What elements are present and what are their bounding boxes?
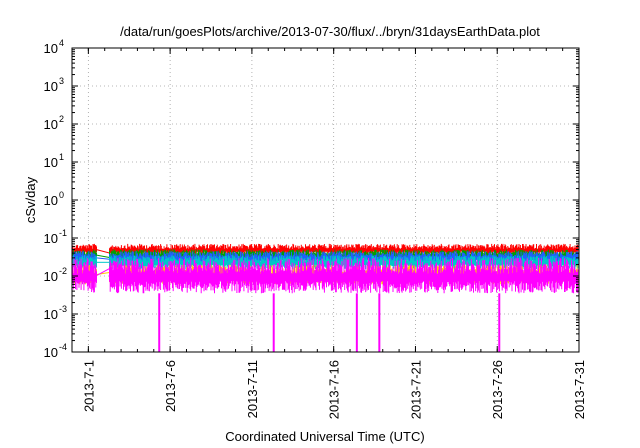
- y-tick-label: 10: [44, 231, 58, 246]
- x-tick-label: 2013-7-1: [81, 360, 96, 412]
- x-tick-label: 2013-7-16: [327, 360, 342, 419]
- y-tick-label-exponent: -2: [59, 266, 67, 276]
- x-tick-label: 2013-7-21: [408, 360, 423, 419]
- y-axis-label: cSv/day: [23, 176, 38, 223]
- series-band: [72, 257, 579, 294]
- series-band-trace: [72, 257, 579, 294]
- y-tick-label-exponent: 4: [59, 38, 64, 48]
- y-tick-label-exponent: 3: [59, 76, 64, 86]
- series-area: [72, 243, 579, 352]
- gap-connector: [96, 249, 110, 254]
- x-tick-label: 2013-7-26: [490, 360, 505, 419]
- x-tick-label: 2013-7-6: [163, 360, 178, 412]
- y-tick-label: 10: [44, 269, 58, 284]
- chart-title: /data/run/goesPlots/archive/2013-07-30/f…: [120, 24, 540, 39]
- y-tick-label: 10: [44, 307, 58, 322]
- gap-connector: [96, 257, 110, 260]
- y-tick-label: 10: [44, 345, 58, 360]
- y-tick-label-exponent: 2: [59, 114, 64, 124]
- x-axis-label: Coordinated Universal Time (UTC): [225, 429, 424, 444]
- y-tick-label: 10: [44, 41, 58, 56]
- gap-connector: [96, 268, 110, 277]
- y-tick-label: 10: [44, 193, 58, 208]
- x-axis: 2013-7-1 2013-7-6 2013-7-11 2013-7-16 2013-7…: [81, 48, 587, 419]
- grid-lines: [72, 48, 579, 352]
- y-tick-label: 10: [44, 117, 58, 132]
- x-tick-label: 2013-7-31: [572, 360, 587, 419]
- y-tick-label-exponent: 0: [59, 190, 64, 200]
- y-tick-label: 10: [44, 155, 58, 170]
- y-tick-label-exponent: -4: [59, 342, 67, 352]
- y-tick-label-exponent: -1: [59, 228, 67, 238]
- y-tick-label-exponent: 1: [59, 152, 64, 162]
- x-tick-label: 2013-7-11: [245, 360, 260, 418]
- y-tick-label-exponent: -3: [59, 304, 67, 314]
- y-tick-label: 10: [44, 79, 58, 94]
- gap-connector: [96, 254, 110, 258]
